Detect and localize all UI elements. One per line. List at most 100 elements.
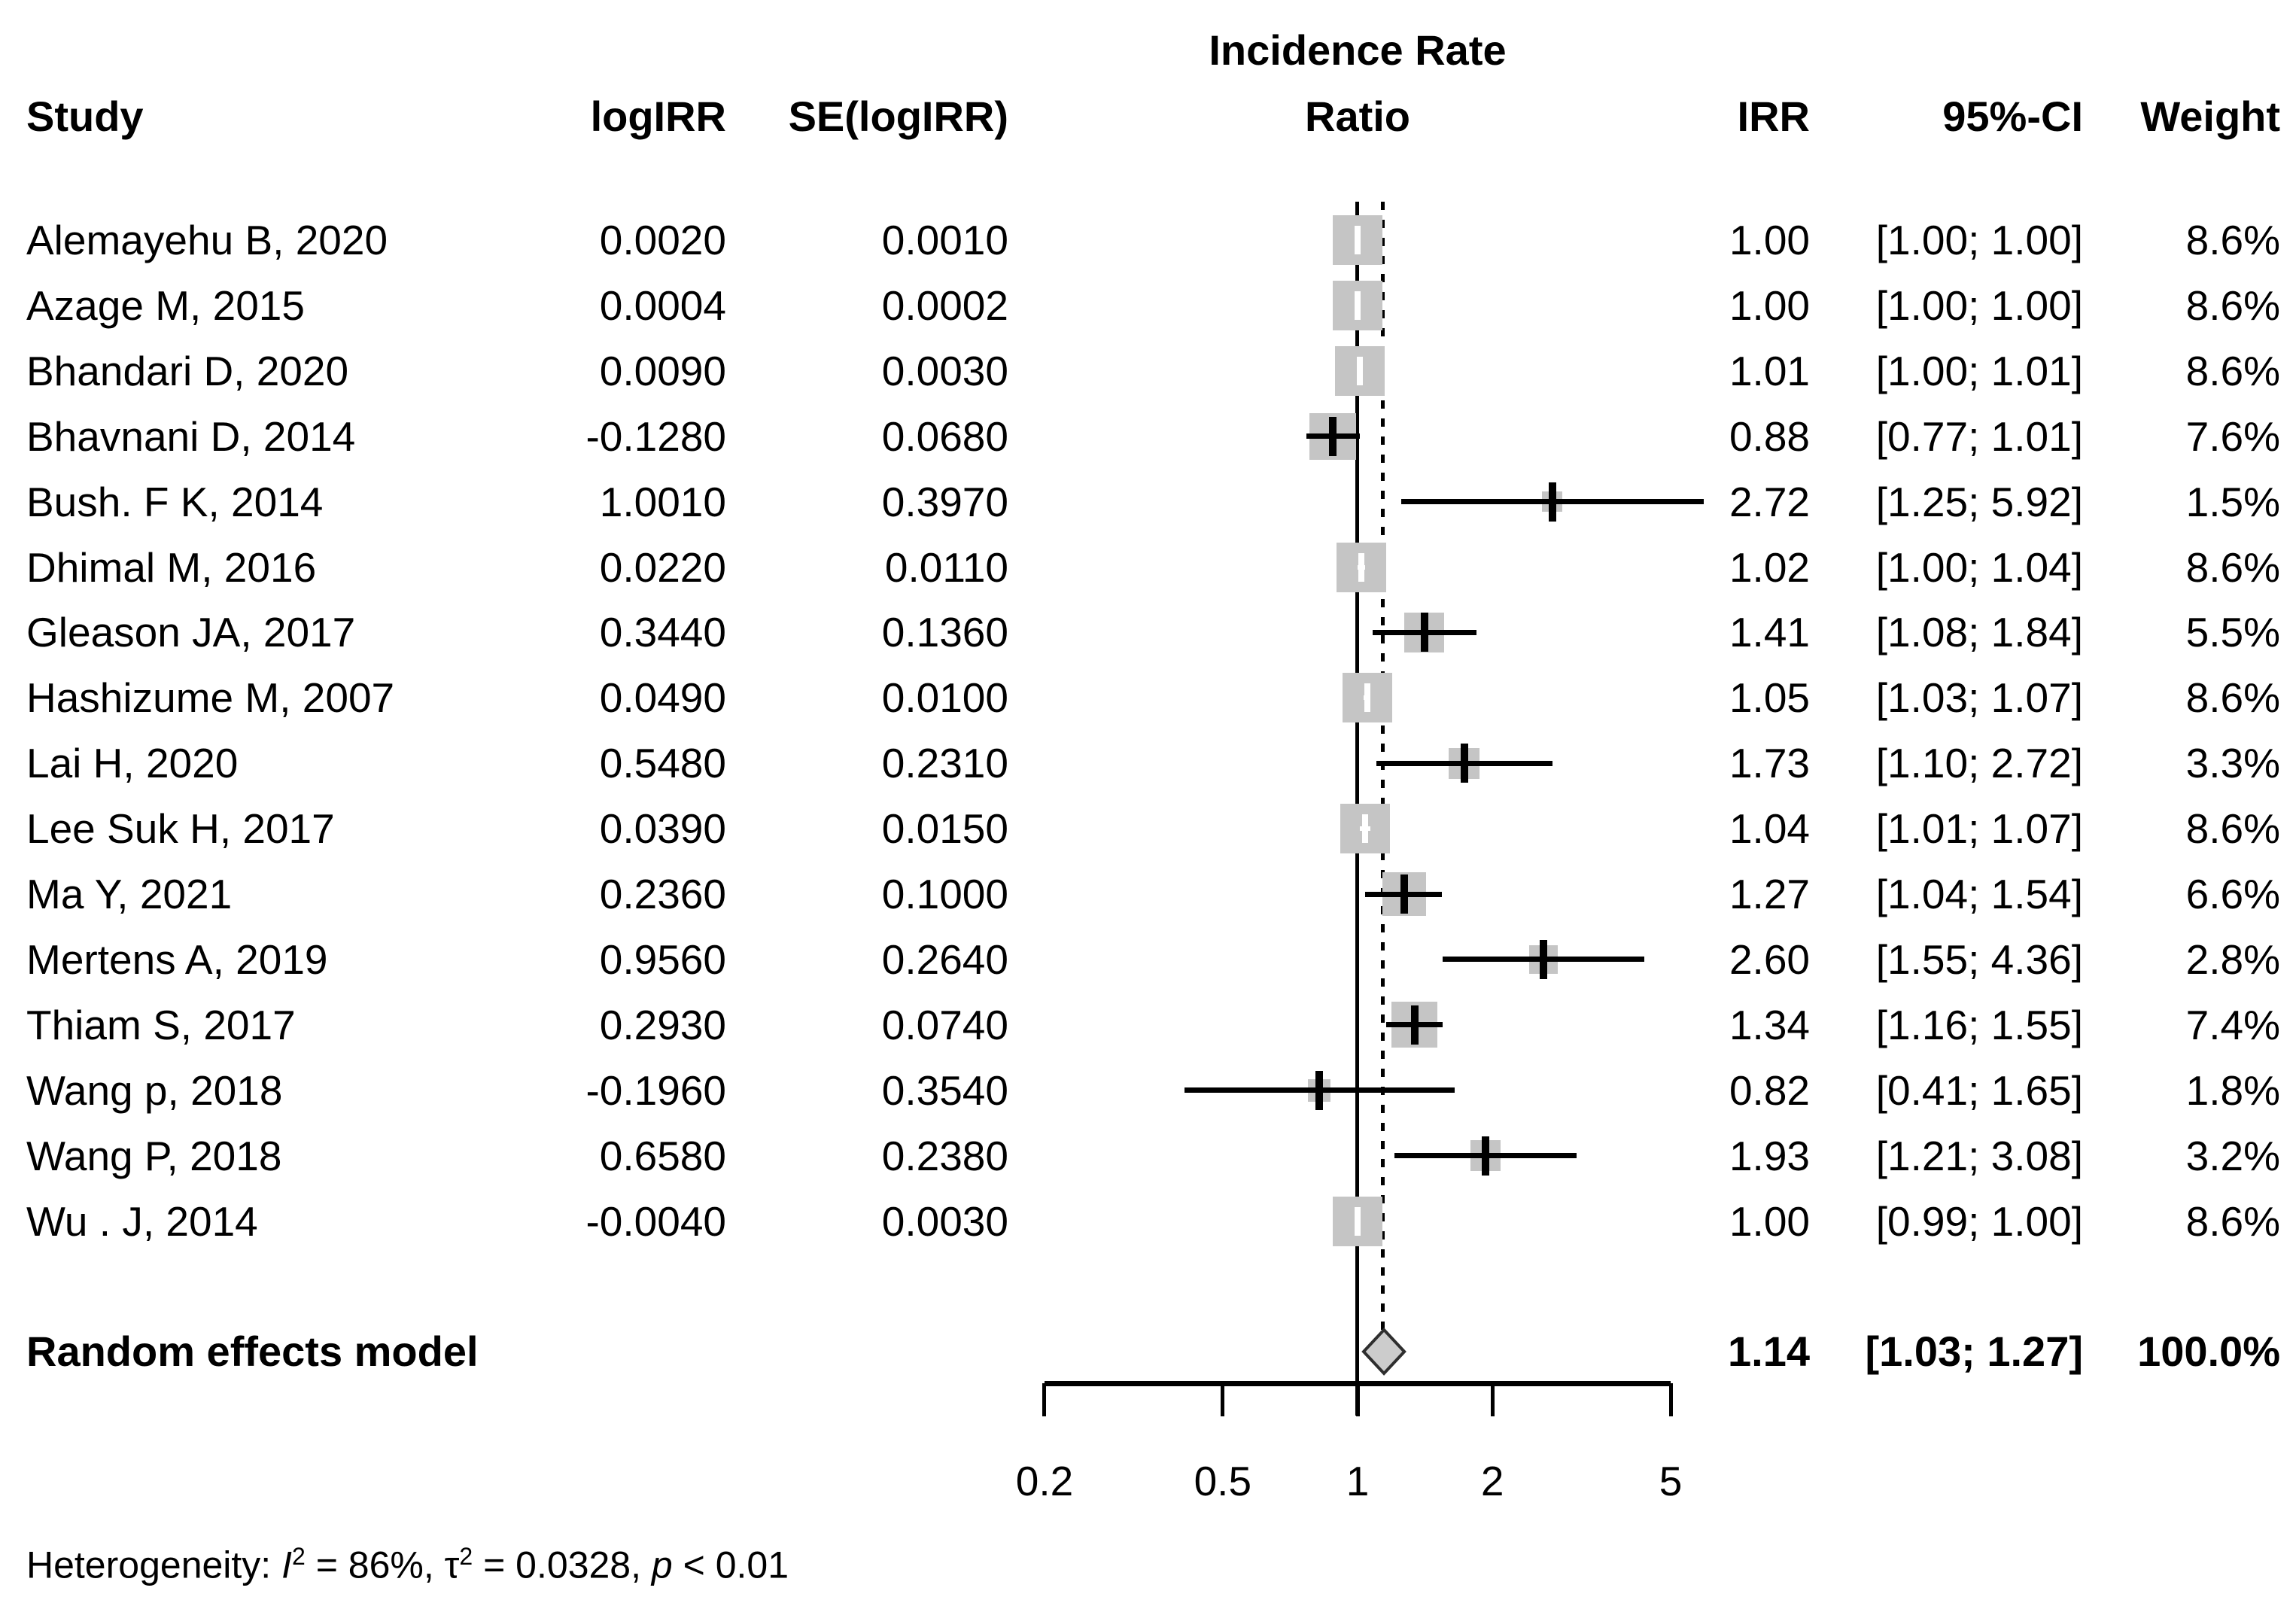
point-estimate-tick (1539, 939, 1547, 979)
irr-value: 0.88 (1729, 412, 1810, 460)
heterogeneity-note: Heterogeneity: I2 = 86%, τ2 = 0.0328, p … (26, 1534, 789, 1588)
irr-value: 0.82 (1729, 1066, 1810, 1114)
study-column-header: Study (26, 93, 144, 140)
point-estimate-tick (1400, 874, 1408, 914)
irr-column-header: IRR (1737, 93, 1810, 140)
logirr-value: 0.0090 (599, 347, 726, 394)
het-p-symbol: p (651, 1544, 673, 1586)
plot-header-line1: Incidence Rate (1209, 26, 1507, 74)
ci-value: [1.21; 3.08] (1875, 1132, 2083, 1179)
het-tau-symbol: τ (444, 1544, 460, 1586)
irr-value: 1.41 (1729, 609, 1810, 656)
se-value: 0.0002 (881, 281, 1008, 329)
axis-tick-label: 2 (1480, 1458, 1504, 1504)
summary-weight: 100.0% (2137, 1328, 2280, 1375)
het-i-symbol: I (281, 1544, 292, 1586)
ci-value: [0.77; 1.01] (1875, 412, 2083, 460)
study-name: Mertens A, 2019 (26, 935, 328, 983)
se-value: 0.0680 (881, 412, 1008, 460)
study-name: Wang p, 2018 (26, 1066, 283, 1114)
logirr-value: 1.0010 (599, 478, 726, 525)
summary-diamond (1361, 1328, 1406, 1376)
study-name: Azage M, 2015 (26, 281, 305, 329)
axis-tick-label: 1 (1346, 1458, 1370, 1504)
irr-value: 1.73 (1729, 740, 1810, 787)
study-name: Thiam S, 2017 (26, 1001, 296, 1048)
ci-value: [0.99; 1.00] (1875, 1197, 2083, 1245)
study-name: Bhandari D, 2020 (26, 347, 349, 394)
ci-value: [1.08; 1.84] (1875, 609, 2083, 656)
ci-value: [1.25; 5.92] (1875, 478, 2083, 525)
se-value: 0.3970 (881, 478, 1008, 525)
logirr-column-header: logIRR (590, 93, 726, 140)
study-name: Ma Y, 2021 (26, 871, 233, 917)
study-name: Bush. F K, 2014 (26, 478, 324, 525)
point-estimate-tick (1410, 1005, 1419, 1045)
ci-value: [1.03; 1.07] (1875, 674, 2083, 722)
logirr-value: 0.0004 (599, 281, 726, 329)
weight-value: 8.6% (2185, 217, 2280, 263)
axis-tick (1042, 1383, 1047, 1416)
ci-value: [1.00; 1.00] (1875, 217, 2083, 263)
logirr-value: 0.3440 (599, 609, 726, 656)
axis-tick (1490, 1383, 1495, 1416)
ci-value: [1.00; 1.00] (1875, 281, 2083, 329)
summary-irr: 1.14 (1728, 1328, 1810, 1375)
se-value: 0.0010 (881, 217, 1008, 263)
study-name: Dhimal M, 2016 (26, 543, 317, 591)
logirr-value: 0.2360 (599, 871, 726, 917)
logirr-value: 0.2930 (599, 1001, 726, 1048)
irr-value: 1.27 (1729, 871, 1810, 917)
het-tau-value: = 0.0328, (473, 1544, 652, 1586)
se-value: 0.0150 (881, 805, 1008, 853)
irr-value: 1.05 (1729, 674, 1810, 722)
weight-value: 8.6% (2185, 1197, 2280, 1245)
study-name: Wang P, 2018 (26, 1132, 282, 1179)
axis-tick (1355, 1383, 1360, 1416)
se-value: 0.3540 (881, 1066, 1008, 1114)
se-value: 0.2380 (881, 1132, 1008, 1179)
weight-column-header: Weight (2140, 93, 2280, 140)
irr-value: 2.72 (1729, 478, 1810, 525)
irr-value: 1.00 (1729, 281, 1810, 329)
point-estimate-tick (1355, 290, 1361, 320)
study-name: Bhavnani D, 2014 (26, 412, 356, 460)
study-name: Gleason JA, 2017 (26, 609, 356, 656)
study-name: Wu . J, 2014 (26, 1197, 258, 1245)
weight-value: 1.5% (2185, 478, 2280, 525)
weight-value: 8.6% (2185, 805, 2280, 853)
se-value: 0.1360 (881, 609, 1008, 656)
axis-tick-label: 0.5 (1194, 1458, 1252, 1504)
study-name: Hashizume M, 2007 (26, 674, 395, 722)
weight-value: 8.6% (2185, 674, 2280, 722)
point-estimate-tick (1356, 356, 1363, 385)
weight-value: 7.6% (2185, 412, 2280, 460)
logirr-value: 0.0020 (599, 217, 726, 263)
point-estimate-tick (1481, 1136, 1489, 1176)
axis-tick-label: 0.2 (1015, 1458, 1074, 1504)
se-value: 0.0100 (881, 674, 1008, 722)
plot-header-line2: Ratio (1305, 93, 1410, 140)
point-estimate-tick (1328, 416, 1337, 456)
se-value: 0.0030 (881, 1197, 1008, 1245)
se-value: 0.2640 (881, 935, 1008, 983)
study-name: Lee Suk H, 2017 (26, 805, 335, 853)
point-estimate-tick (1548, 482, 1556, 522)
logirr-value: 0.6580 (599, 1132, 726, 1179)
ci-value: [1.04; 1.54] (1875, 871, 2083, 917)
weight-value: 8.6% (2185, 281, 2280, 329)
logirr-value: -0.1960 (585, 1066, 726, 1114)
se-column-header: SE(logIRR) (788, 93, 1008, 140)
axis-tick (1221, 1383, 1225, 1416)
summary-label: Random effects model (26, 1328, 479, 1375)
ci-value: [0.41; 1.65] (1875, 1066, 2083, 1114)
ci-value: [1.55; 4.36] (1875, 935, 2083, 983)
point-estimate-tick (1355, 1206, 1361, 1236)
point-estimate-tick (1460, 744, 1468, 783)
axis-tick-label: 5 (1659, 1458, 1683, 1504)
se-value: 0.1000 (881, 871, 1008, 917)
irr-value: 2.60 (1729, 935, 1810, 983)
irr-value: 1.04 (1729, 805, 1810, 853)
point-estimate-tick (1420, 613, 1428, 652)
